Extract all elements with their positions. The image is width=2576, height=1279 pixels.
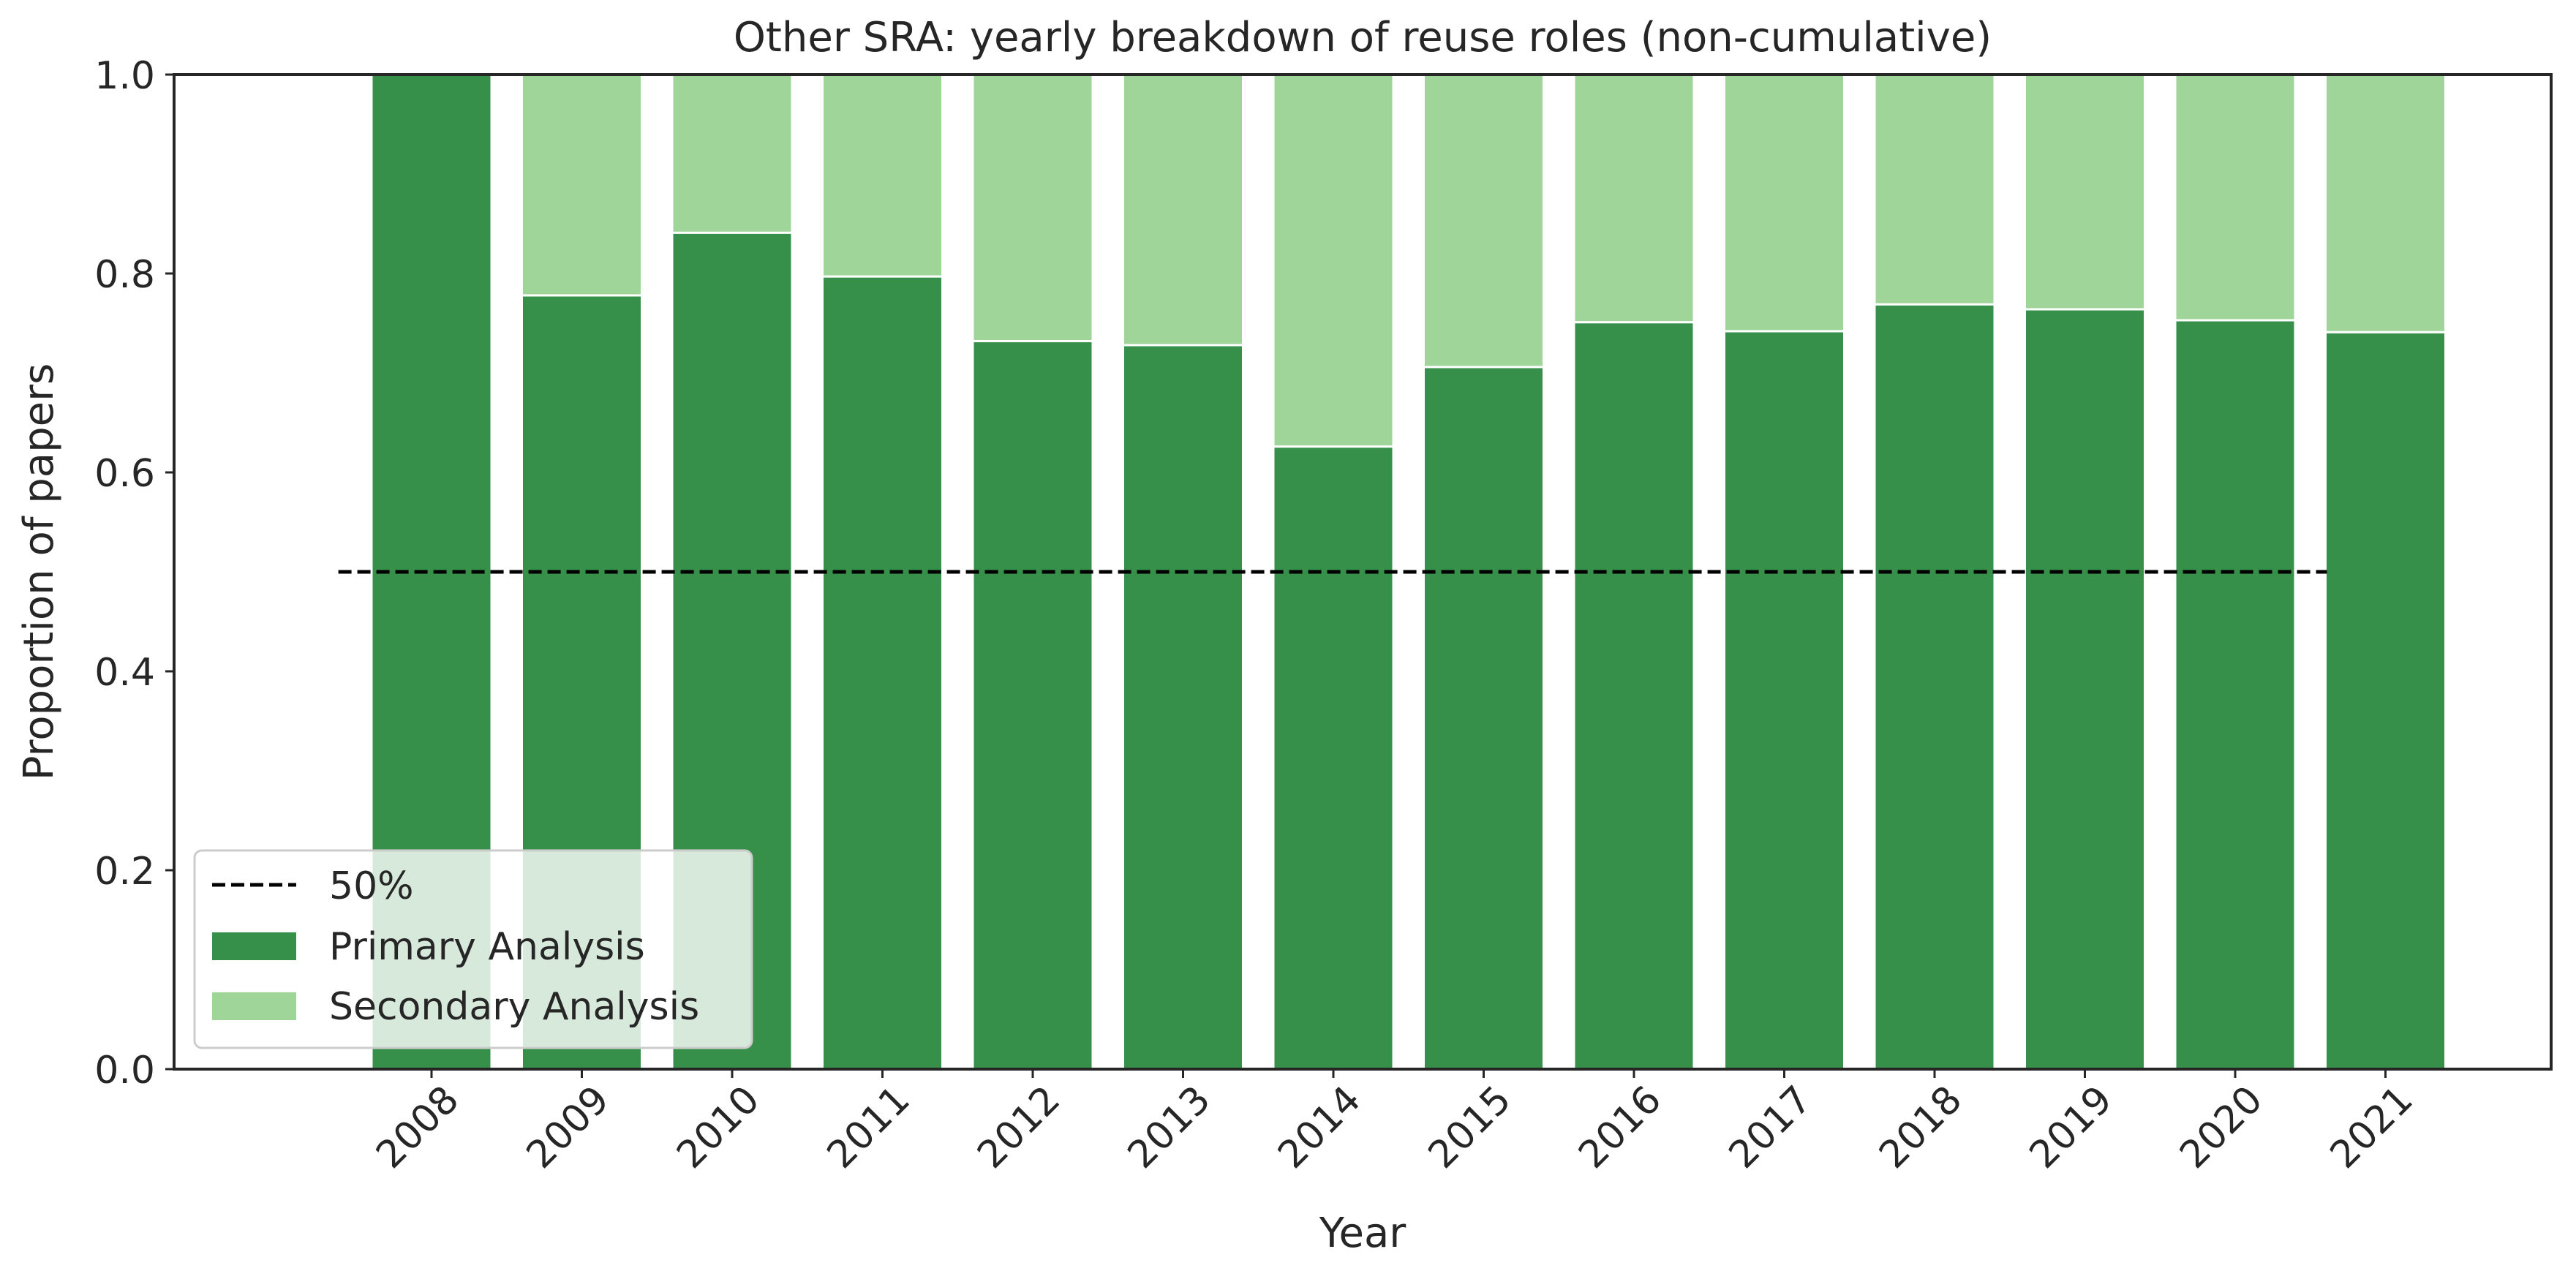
bar-primary-analysis-2021 xyxy=(2324,331,2447,1071)
bar-primary-analysis-2020 xyxy=(2174,319,2297,1071)
bar-secondary-analysis-2017 xyxy=(1723,73,1845,333)
bar-primary-analysis-2013 xyxy=(1122,344,1244,1071)
legend-label-primary-analysis: Primary Analysis xyxy=(329,925,645,969)
y-axis: 0.0 0.2 0.4 0.6 0.8 1.0 xyxy=(94,54,174,1093)
legend-label-50-percent: 50% xyxy=(329,864,414,908)
legend-box xyxy=(193,849,753,1049)
bar-primary-analysis-2016 xyxy=(1573,321,1695,1071)
bar-secondary-analysis-2014 xyxy=(1272,73,1395,448)
bar-primary-analysis-2011 xyxy=(821,275,944,1071)
bar-primary-analysis-2018 xyxy=(1873,303,1996,1071)
legend-swatch-secondary-analysis xyxy=(212,992,296,1020)
y-tick-label: 0.8 xyxy=(94,253,155,297)
bar-secondary-analysis-2018 xyxy=(1873,73,1996,306)
bar-secondary-analysis-2011 xyxy=(821,73,944,278)
bar-secondary-analysis-2013 xyxy=(1122,73,1244,347)
bar-primary-analysis-2017 xyxy=(1723,330,1845,1071)
y-axis-label: Proportion of papers xyxy=(15,363,63,781)
bar-secondary-analysis-2019 xyxy=(2024,73,2146,311)
bar-primary-analysis-2015 xyxy=(1423,366,1545,1071)
bar-secondary-analysis-2009 xyxy=(521,73,643,297)
legend-swatch-primary-analysis xyxy=(212,932,296,960)
legend: 50% Primary Analysis Secondary Analysis xyxy=(193,849,753,1049)
bar-primary-analysis-2019 xyxy=(2024,308,2146,1071)
plot-area xyxy=(338,73,2447,1071)
y-tick-label: 0.6 xyxy=(94,452,155,496)
bar-secondary-analysis-2012 xyxy=(971,73,1094,342)
chart-title: Other SRA: yearly breakdown of reuse rol… xyxy=(734,14,1992,61)
x-axis-label: Year xyxy=(1319,1210,1407,1257)
bar-secondary-analysis-2016 xyxy=(1573,73,1695,324)
bar-secondary-analysis-2020 xyxy=(2174,73,2297,322)
y-tick-label: 0.2 xyxy=(94,850,155,894)
bar-secondary-analysis-2021 xyxy=(2324,73,2447,333)
y-tick-label: 0.0 xyxy=(94,1049,155,1093)
bar-secondary-analysis-2010 xyxy=(671,73,794,234)
y-tick-label: 0.4 xyxy=(94,651,155,695)
bar-primary-analysis-2012 xyxy=(971,339,1094,1071)
bar-secondary-analysis-2015 xyxy=(1423,73,1545,369)
y-tick-label: 1.0 xyxy=(94,54,155,98)
plot-frame xyxy=(173,73,2553,1071)
bar-primary-analysis-2014 xyxy=(1272,445,1395,1071)
legend-label-secondary-analysis: Secondary Analysis xyxy=(329,985,699,1029)
